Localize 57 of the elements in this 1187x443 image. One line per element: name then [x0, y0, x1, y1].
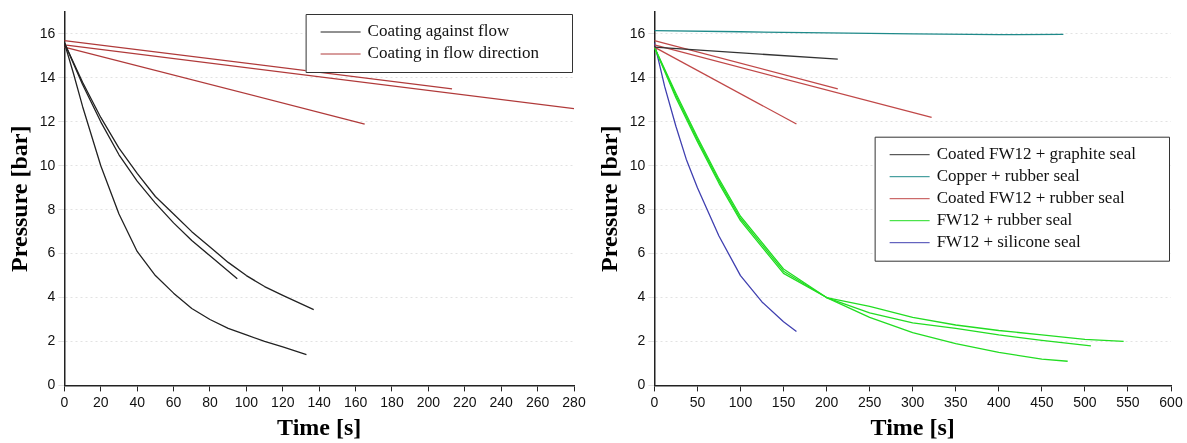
y-axis-title: Pressure [bar] [595, 125, 622, 272]
y-tick-label: 14 [629, 68, 646, 85]
y-tick-label: 2 [47, 332, 56, 349]
x-tick-label: 40 [129, 393, 146, 410]
y-tick-label: 10 [39, 156, 56, 173]
x-tick-label: 0 [60, 393, 69, 410]
y-tick-label: 16 [629, 24, 646, 41]
y-tick-label: 4 [637, 288, 646, 305]
x-tick-label: 600 [1159, 393, 1183, 410]
y-tick-label: 14 [39, 68, 56, 85]
y-tick-label: 12 [39, 112, 56, 129]
y-tick-label: 10 [629, 156, 646, 173]
x-axis-title: Time [s] [870, 413, 955, 440]
x-tick-label: 400 [987, 393, 1011, 410]
x-tick-label: 80 [202, 393, 218, 410]
x-tick-label: 550 [1116, 393, 1140, 410]
x-tick-label: 200 [814, 393, 839, 410]
x-tick-label: 50 [689, 393, 706, 410]
y-tick-label: 0 [47, 376, 56, 393]
legend-label: FW12 + rubber seal [936, 210, 1073, 230]
x-tick-label: 260 [525, 393, 550, 410]
y-tick-label: 6 [637, 244, 646, 261]
y-tick-label: 8 [637, 200, 646, 217]
x-axis-title: Time [s] [277, 413, 362, 440]
legend-label: Coated FW12 + rubber seal [936, 188, 1125, 208]
x-tick-label: 350 [944, 393, 968, 410]
x-tick-label: 140 [307, 393, 332, 410]
x-tick-label: 100 [234, 393, 259, 410]
y-tick-label: 4 [47, 288, 56, 305]
x-tick-label: 300 [901, 393, 925, 410]
x-tick-label: 200 [416, 393, 441, 410]
y-tick-label: 0 [637, 376, 646, 393]
legend-label: Copper + rubber seal [936, 166, 1081, 186]
x-tick-label: 240 [489, 393, 514, 410]
x-tick-label: 280 [562, 393, 586, 410]
y-tick-label: 2 [637, 332, 646, 349]
legend-label: FW12 + silicone seal [936, 232, 1082, 252]
legend-label: Coating against flow [367, 21, 510, 41]
y-tick-label: 12 [629, 112, 646, 129]
x-tick-label: 160 [343, 393, 368, 410]
x-tick-label: 20 [92, 393, 109, 410]
x-tick-label: 100 [728, 393, 753, 410]
x-tick-label: 0 [650, 393, 659, 410]
y-tick-label: 16 [39, 24, 56, 41]
y-tick-label: 8 [47, 200, 56, 217]
y-axis-title: Pressure [bar] [5, 125, 32, 272]
legend-label: Coated FW12 + graphite seal [936, 144, 1137, 164]
x-tick-label: 250 [857, 393, 882, 410]
x-tick-label: 450 [1030, 393, 1054, 410]
x-tick-label: 180 [380, 393, 404, 410]
y-tick-label: 6 [47, 244, 56, 261]
x-tick-label: 220 [453, 393, 477, 410]
x-tick-label: 60 [165, 393, 182, 410]
legend-label: Coating in flow direction [367, 43, 540, 63]
x-tick-label: 150 [771, 393, 796, 410]
x-tick-label: 500 [1073, 393, 1097, 410]
x-tick-label: 120 [271, 393, 295, 410]
